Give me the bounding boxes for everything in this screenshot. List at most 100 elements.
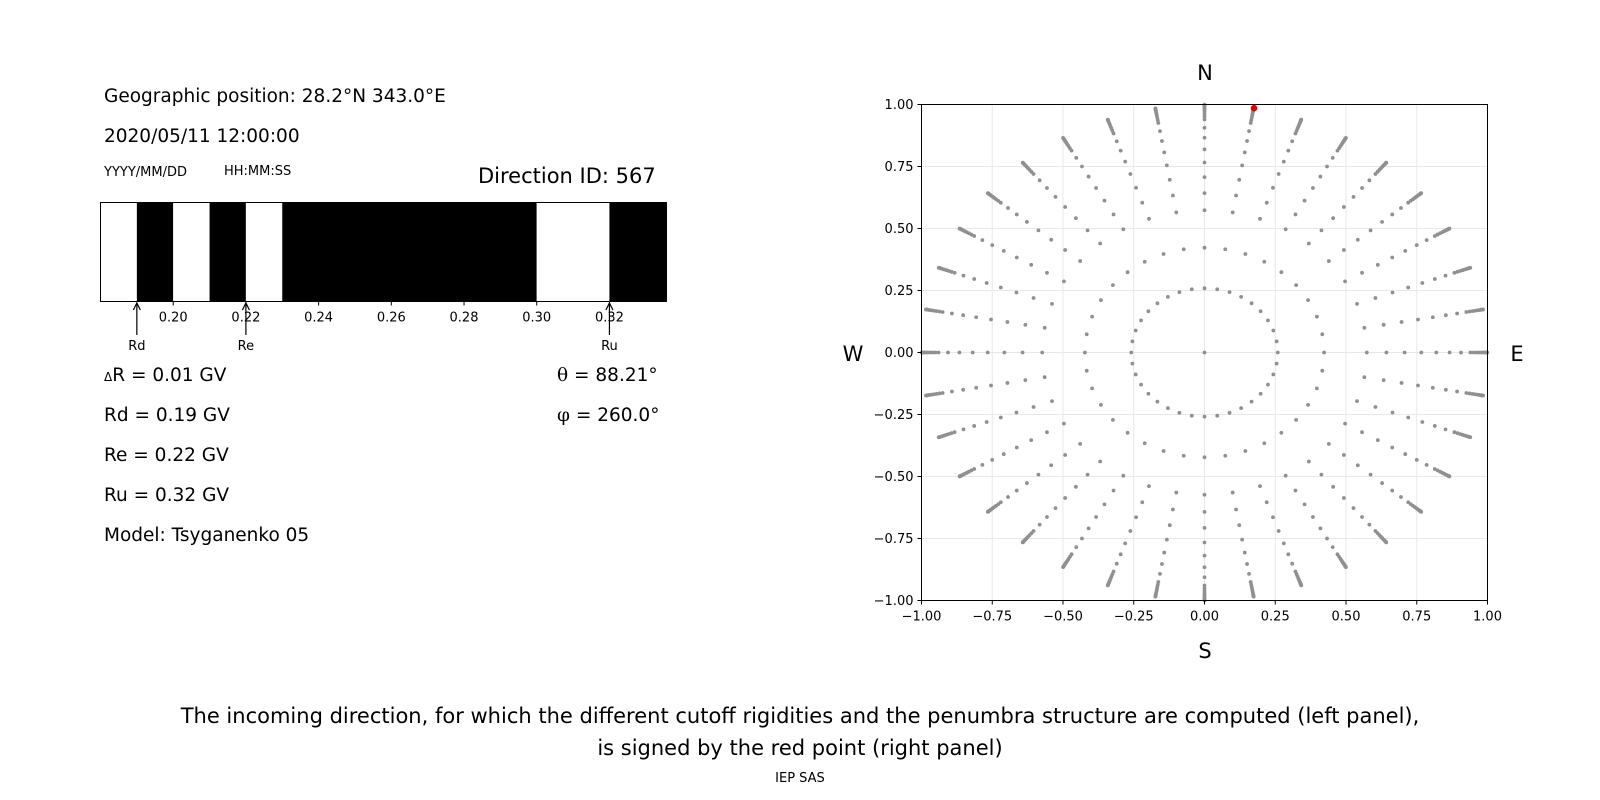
direction-point: [1293, 212, 1298, 217]
direction-point: [1107, 578, 1112, 583]
direction-point: [1298, 581, 1303, 586]
y-tick-label: 0.25: [885, 284, 914, 299]
direction-point: [1343, 279, 1347, 284]
direction-point: [1412, 505, 1417, 510]
direction-point: [929, 392, 934, 397]
direction-point: [924, 393, 929, 398]
direction-point: [1042, 375, 1047, 380]
penumbra-segment-allowed: [173, 202, 210, 302]
direction-point: [1061, 564, 1066, 569]
direction-point: [1234, 507, 1238, 512]
direction-point: [1164, 163, 1169, 168]
direction-point: [1105, 117, 1110, 122]
y-tick-label: −1.00: [874, 594, 914, 609]
direction-point: [1484, 350, 1489, 355]
direction-point: [1467, 435, 1472, 440]
direction-point: [1027, 167, 1032, 172]
direction-point: [1482, 350, 1487, 355]
direction-point: [1021, 539, 1026, 544]
direction-point: [1298, 119, 1303, 124]
direction-point: [1074, 545, 1079, 550]
direction-point: [1053, 194, 1058, 199]
compass-north: N: [1197, 61, 1213, 85]
direction-point: [1424, 462, 1429, 467]
direction-point: [1202, 596, 1207, 600]
direction-point: [1447, 474, 1451, 479]
direction-point: [1343, 137, 1348, 141]
direction-point: [1293, 569, 1298, 574]
direction-point: [1297, 121, 1302, 125]
direction-point: [1202, 105, 1207, 109]
direction-point: [1443, 427, 1448, 432]
direction-point: [1086, 174, 1091, 179]
direction-point: [1202, 245, 1207, 250]
direction-point: [1023, 163, 1028, 168]
direction-point: [1021, 539, 1026, 544]
direction-point: [1251, 107, 1256, 112]
direction-point: [1162, 150, 1167, 155]
direction-point: [1108, 576, 1113, 581]
direction-point: [1414, 194, 1419, 199]
direction-point: [1249, 399, 1254, 404]
direction-point: [1330, 545, 1335, 550]
direction-point: [1251, 593, 1256, 598]
direction-point: [1417, 508, 1422, 513]
direction-point: [992, 505, 997, 510]
direction-point: [1153, 594, 1158, 599]
direction-point: [1299, 583, 1304, 588]
direction-point: [1153, 106, 1158, 111]
direction-point: [1297, 578, 1302, 583]
direction-point: [1338, 557, 1343, 561]
direction-point: [1473, 308, 1477, 313]
direction-point: [1248, 580, 1253, 584]
direction-point: [922, 350, 927, 355]
direction-point: [1443, 273, 1448, 278]
direction-point: [1142, 441, 1147, 446]
direction-point: [1438, 231, 1442, 236]
direction-point: [1281, 541, 1286, 546]
direction-point: [1142, 259, 1147, 264]
direction-point: [1344, 565, 1348, 570]
direction-point: [1062, 421, 1066, 426]
direction-point: [1147, 216, 1151, 221]
penumbra-segment-forbidden: [609, 202, 667, 302]
penumbra-tick-label: 0.24: [304, 311, 333, 326]
direction-point: [1446, 473, 1451, 478]
rd-value: Rd = 0.19 GV: [104, 405, 230, 426]
direction-point: [1435, 468, 1440, 473]
direction-point: [1156, 121, 1161, 125]
direction-point: [1414, 506, 1419, 511]
direction-point: [1384, 540, 1389, 545]
direction-point: [987, 508, 992, 513]
direction-point: [1470, 309, 1475, 314]
direction-point: [1355, 237, 1360, 242]
direction-point: [1249, 585, 1254, 590]
direction-point: [1139, 382, 1143, 387]
phi-text: = 260.0°: [575, 405, 660, 426]
direction-point: [1331, 484, 1336, 489]
direction-point: [1249, 115, 1254, 120]
direction-point: [1202, 125, 1207, 130]
direction-point: [958, 227, 963, 232]
direction-point: [1377, 533, 1382, 538]
direction-point: [1484, 350, 1489, 355]
direction-point: [1399, 381, 1404, 385]
direction-point: [1403, 452, 1408, 456]
direction-point: [1251, 592, 1256, 597]
direction-point: [1114, 139, 1119, 144]
direction-point: [1443, 313, 1448, 318]
direction-point: [994, 197, 999, 202]
direction-point: [942, 267, 947, 272]
direction-point: [1381, 163, 1386, 168]
direction-point: [1129, 350, 1134, 355]
direction-point: [1471, 350, 1476, 355]
direction-point: [1468, 350, 1473, 355]
direction-point: [1111, 569, 1116, 574]
direction-point: [1381, 322, 1386, 327]
direction-point: [1064, 140, 1068, 145]
sky-frame: [921, 104, 1488, 601]
direction-point: [1418, 509, 1423, 514]
direction-point: [1021, 540, 1025, 544]
direction-point: [974, 385, 979, 390]
direction-point: [1202, 208, 1207, 213]
